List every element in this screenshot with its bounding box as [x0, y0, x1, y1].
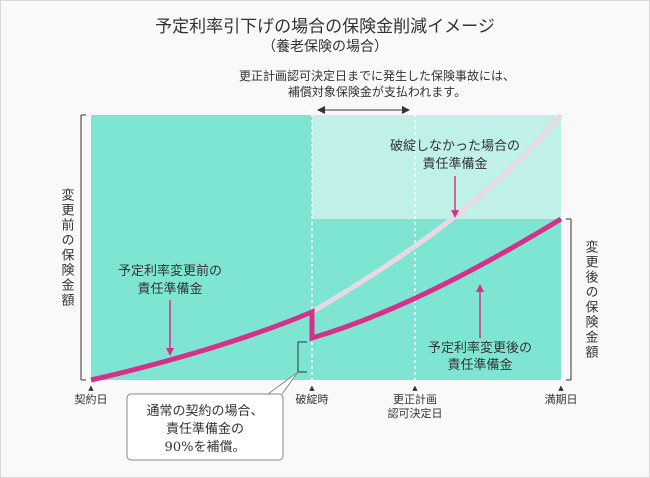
right-axis-label: 変更後の保険金額: [583, 239, 599, 360]
callout-line-2: 責任準備金の: [166, 421, 244, 437]
callout-pointer: [267, 371, 299, 395]
diagram-subtitle: （養老保険の場合）: [262, 38, 388, 55]
callout-box: [126, 393, 284, 461]
tick-label-maturity: 満期日: [545, 393, 578, 406]
tick-label-approval-1: 更正計画: [393, 392, 437, 406]
left-axis-label: 変更前の保険金額: [59, 187, 75, 308]
label-before-change-2: 責任準備金: [137, 281, 202, 297]
tick-label-bankruptcy: 破綻時: [296, 392, 329, 406]
area-before-change: [91, 115, 312, 380]
label-no-bankruptcy-1: 破綻しなかった場合の: [390, 139, 520, 154]
callout-line-1: 通常の契約の場合、: [146, 404, 263, 419]
tick-label-start: 契約日: [75, 392, 108, 406]
top-note-line-2: 補償対象保険金が支払われます。: [288, 84, 466, 99]
diagram-title: 予定利率引下げの場合の保険金削減イメージ: [155, 17, 495, 37]
top-note-line-1: 更正計画認可決定日までに発生した保険事故には、: [239, 68, 515, 83]
label-before-change-1: 予定利率変更前の: [118, 263, 222, 279]
tick-mark-maturity: ▲: [558, 384, 564, 392]
callout-bracket: [297, 341, 307, 373]
tick-mark-approval: ▲: [412, 384, 418, 392]
area-light-hypothetical: [312, 115, 561, 219]
tick-mark-bankruptcy: ▲: [309, 384, 315, 392]
curve-reserve-main: [90, 216, 563, 383]
tick-mark-start: ▲: [88, 384, 94, 392]
label-after-change-1: 予定利率変更後の: [428, 340, 532, 356]
callout-line-3: 90%を補償。: [165, 440, 246, 455]
label-after-change-2: 責任準備金: [447, 357, 512, 373]
curve-no-bankruptcy: [310, 113, 563, 315]
label-no-bankruptcy-2: 責任準備金: [422, 156, 487, 172]
tick-label-approval-2: 認可決定日: [388, 406, 443, 420]
